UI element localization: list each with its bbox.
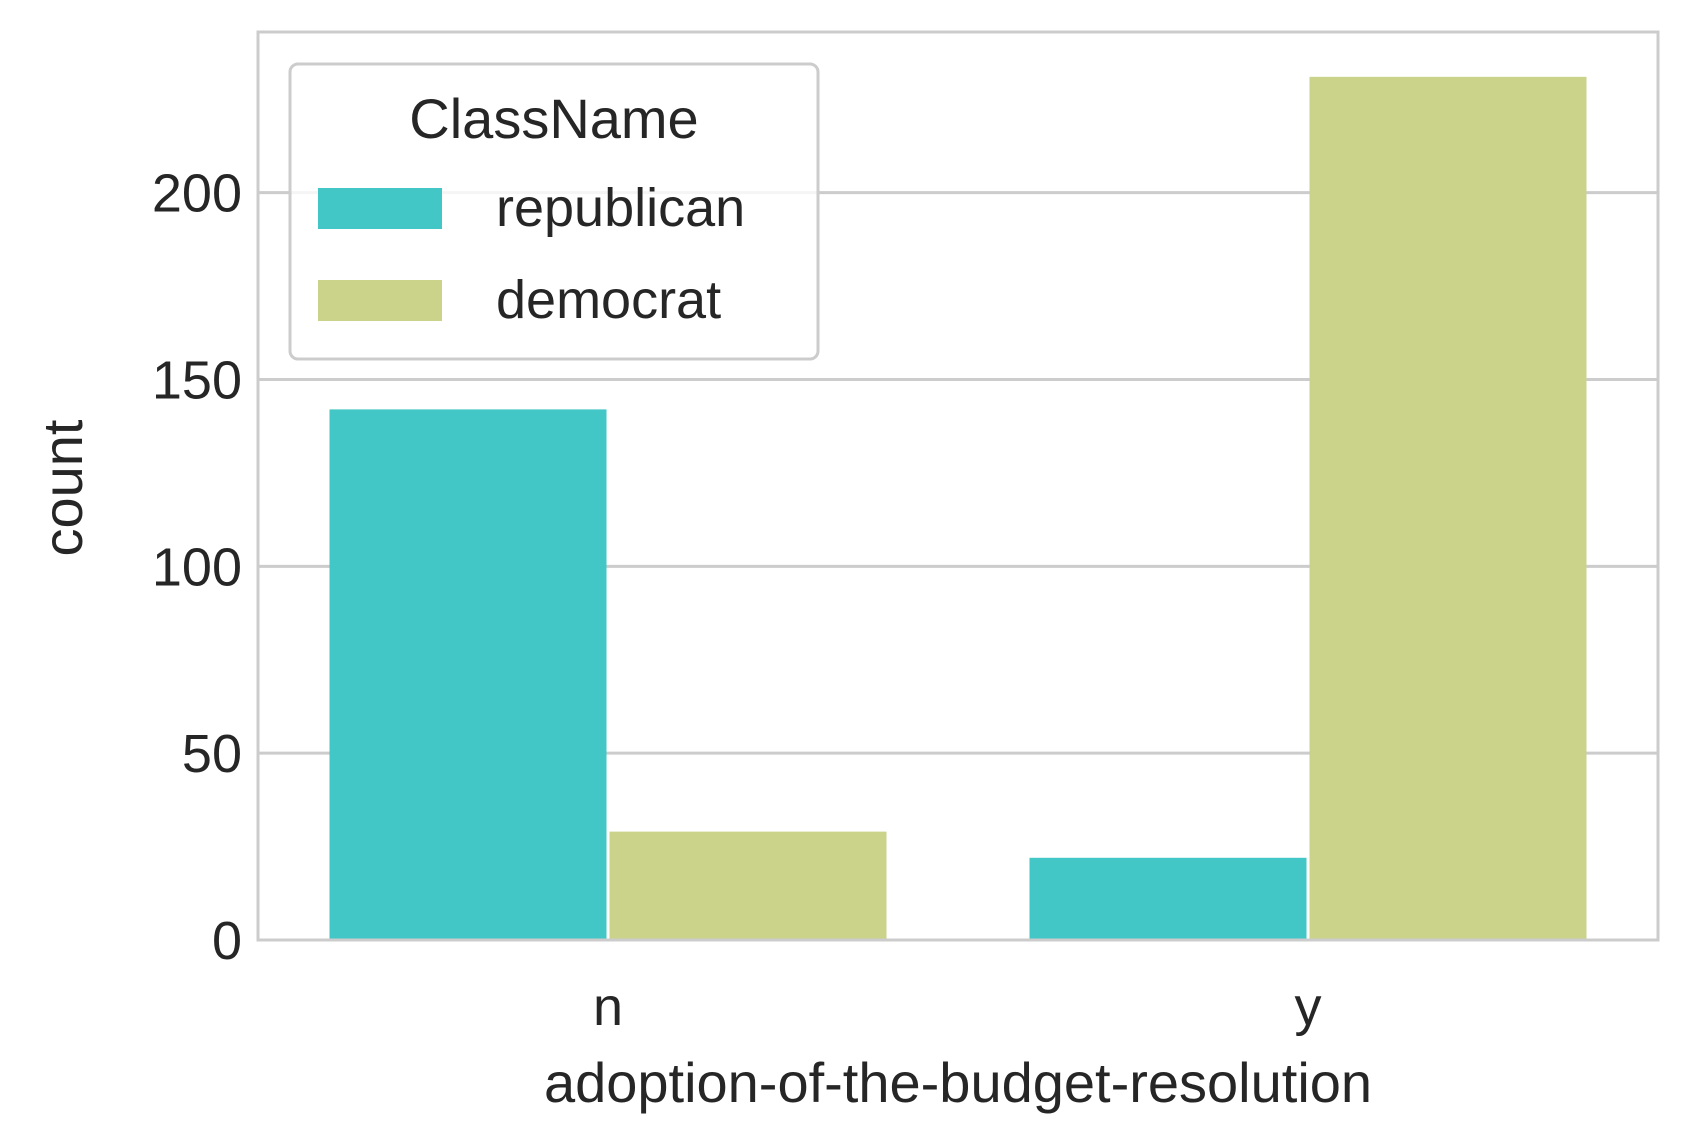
legend-label-democrat: democrat — [496, 270, 721, 330]
bar-democrat-n — [609, 831, 887, 940]
bars — [329, 76, 1587, 941]
x-tick-label: y — [1295, 977, 1322, 1037]
y-axis-label: count — [31, 419, 94, 556]
y-tick-label: 0 — [212, 911, 242, 971]
legend-swatch-democrat — [318, 280, 442, 321]
y-tick-label: 50 — [182, 724, 242, 784]
legend-swatch-republican — [318, 188, 442, 229]
x-tick-label: n — [593, 977, 623, 1037]
y-tick-label: 150 — [152, 351, 242, 411]
bar-republican-n — [329, 409, 607, 940]
y-axis-ticks: 0 50 100 150 200 — [152, 164, 242, 971]
legend: ClassName republican democrat — [288, 62, 820, 361]
legend-title: ClassName — [409, 87, 698, 150]
legend-label-republican: republican — [496, 178, 745, 238]
plot-frame — [256, 30, 1660, 942]
y-tick-label: 100 — [152, 537, 242, 597]
bar-democrat-y — [1309, 76, 1587, 941]
legend-items: republican democrat — [318, 178, 745, 330]
y-tick-label: 200 — [152, 164, 242, 224]
bar-republican-y — [1029, 857, 1307, 940]
x-axis-label: adoption-of-the-budget-resolution — [544, 1051, 1372, 1114]
